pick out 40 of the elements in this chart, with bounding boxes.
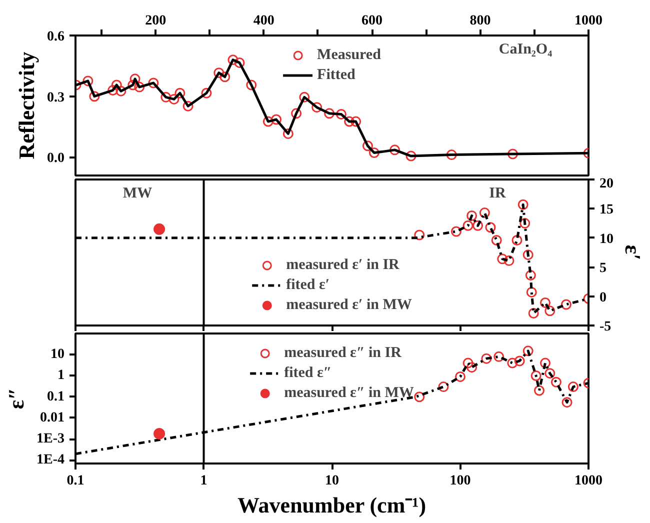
legend-label: fited ε″ <box>284 364 332 382</box>
annotation: CaIn₂O₄ <box>498 42 553 58</box>
y-tick-label: 0.0 <box>47 151 64 166</box>
y-axis-title: ε″ <box>4 388 28 410</box>
x-tick-label: 400 <box>253 14 274 28</box>
y2-tick-label: 10 <box>600 232 614 247</box>
legend-label: measured ε′ in MW <box>286 296 412 314</box>
y2-tick-label: 20 <box>600 176 614 192</box>
y2-tick-label: 15 <box>600 202 614 218</box>
legend-label: Measured <box>317 46 381 64</box>
y-tick-label: 1 <box>58 368 64 384</box>
x-tick-label: 1000 <box>574 14 602 28</box>
y2-tick-label: 5 <box>600 261 606 276</box>
legend-label: measured ε′ in IR <box>286 256 400 274</box>
x-axis-title: Wavenumber (cm⁻¹) <box>238 492 426 518</box>
legend-label: measured ε″ in IR <box>284 344 402 362</box>
y-tick-label: 10 <box>50 347 64 362</box>
y2-tick-label: 0 <box>600 290 606 306</box>
y-tick-label: 0.3 <box>47 90 64 106</box>
y2-axis-title: ε′ <box>620 244 646 260</box>
x-tick-label: 800 <box>470 14 491 28</box>
y-tick-label: 0.6 <box>47 30 64 44</box>
y-axis-title: Reflectivity <box>14 52 39 160</box>
x-tick-label: 0.1 <box>66 474 84 488</box>
annotation: IR <box>489 186 506 202</box>
legend-label: measured ε″ in MW <box>284 384 414 402</box>
y-tick-label: 1E-3 <box>36 432 64 447</box>
legend-label: fited ε′ <box>286 276 330 294</box>
y2-tick-label: -5 <box>600 320 612 334</box>
y-tick-label: 1E-4 <box>36 452 64 468</box>
x-tick-label: 100 <box>450 474 471 488</box>
x-tick-label: 1000 <box>574 474 602 488</box>
x-tick-label: 1 <box>200 474 208 488</box>
annotation: MW <box>122 186 152 202</box>
x-tick-label: 200 <box>145 14 166 28</box>
legend-label: Fitted <box>317 66 356 84</box>
y-tick-label: 0.01 <box>40 410 64 426</box>
y-tick-label: 0.1 <box>47 389 64 404</box>
x-tick-label: 600 <box>362 14 383 28</box>
x-tick-label: 10 <box>325 474 339 488</box>
